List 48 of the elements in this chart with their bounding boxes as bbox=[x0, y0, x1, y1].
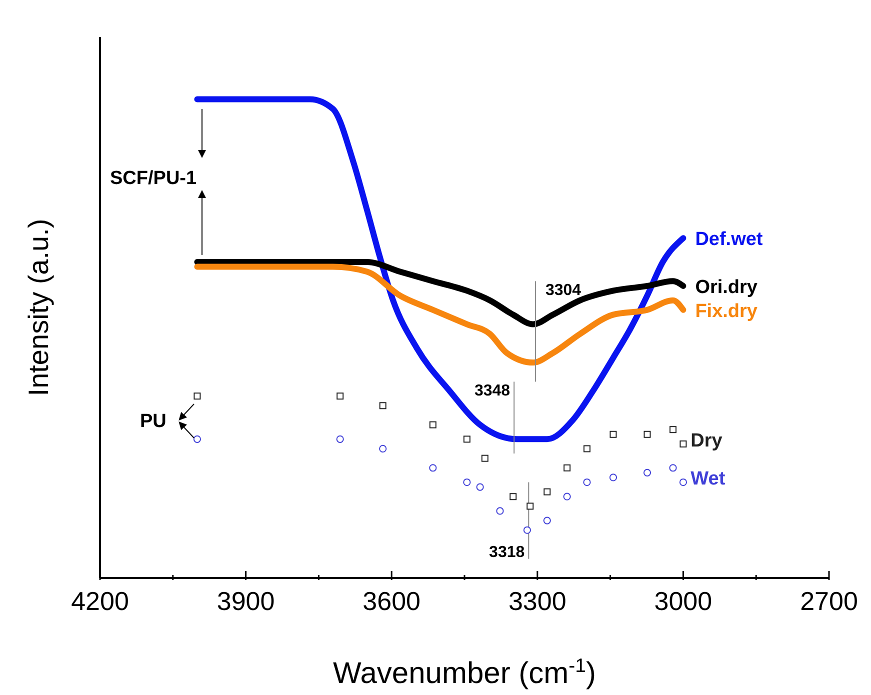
x-tick-label: 3600 bbox=[362, 586, 421, 616]
point bbox=[544, 488, 551, 496]
x-axis-title: Wavenumber (cm$^{-1}$) bbox=[333, 655, 596, 690]
x-tick-label: 4200 bbox=[71, 586, 129, 616]
point bbox=[669, 464, 677, 472]
x-tick-label: 3900 bbox=[216, 586, 275, 616]
annotation: 3318 bbox=[489, 544, 525, 561]
point bbox=[496, 507, 504, 515]
x-tick-label: 3000 bbox=[654, 586, 712, 616]
point bbox=[379, 402, 386, 410]
series-label: Ori.dry bbox=[695, 276, 758, 298]
point bbox=[476, 483, 484, 491]
annotation: 3304 bbox=[545, 282, 582, 300]
annotation: PU bbox=[140, 411, 166, 432]
point bbox=[336, 435, 344, 443]
point bbox=[463, 436, 470, 443]
annotation: SCF/PU-1 bbox=[110, 168, 197, 189]
y-axis-title: Intensity (a.u.) bbox=[22, 218, 54, 396]
point bbox=[583, 445, 590, 452]
series-label: Dry bbox=[690, 430, 723, 452]
point bbox=[429, 464, 437, 472]
point bbox=[510, 493, 517, 500]
point bbox=[336, 392, 344, 400]
series-label: Wet bbox=[690, 468, 726, 490]
point bbox=[644, 430, 651, 438]
series-label: Def.wet bbox=[695, 229, 764, 250]
point bbox=[583, 478, 591, 486]
point bbox=[463, 478, 471, 486]
point bbox=[609, 474, 618, 482]
point bbox=[523, 526, 531, 534]
point bbox=[680, 440, 687, 448]
annotation: 3348 bbox=[474, 382, 510, 400]
x-tick-label: 2700 bbox=[800, 586, 858, 616]
point bbox=[543, 516, 551, 524]
point bbox=[679, 478, 687, 486]
point bbox=[193, 435, 201, 443]
point bbox=[564, 464, 571, 472]
point bbox=[563, 492, 571, 500]
point bbox=[669, 426, 676, 434]
point bbox=[379, 444, 387, 453]
x-tick-label: 3300 bbox=[508, 586, 566, 616]
point bbox=[481, 454, 488, 462]
point bbox=[643, 468, 652, 476]
point bbox=[610, 430, 617, 438]
series-label: Fix.dry bbox=[695, 300, 758, 322]
point bbox=[194, 392, 201, 400]
point bbox=[429, 421, 436, 428]
point bbox=[526, 502, 534, 510]
